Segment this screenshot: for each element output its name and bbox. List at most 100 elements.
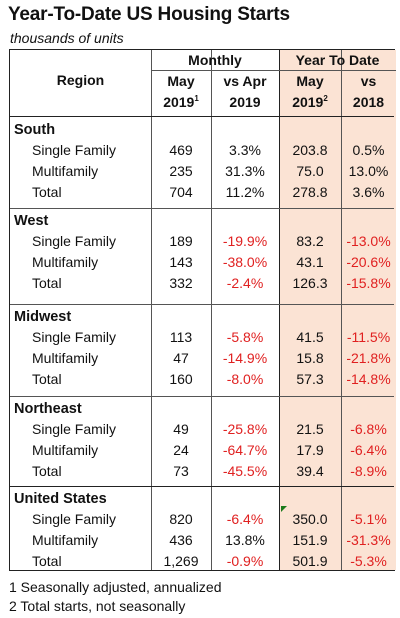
header-vs-apr: vs Apr — [223, 73, 267, 89]
section-divider — [10, 396, 394, 397]
cell-vs-2018: -13.0% — [346, 233, 391, 249]
row-label: Single Family — [32, 329, 117, 345]
header-ytd-may: May — [296, 73, 324, 89]
row-label: Single Family — [32, 233, 117, 249]
cell-may: 235 — [169, 163, 193, 179]
cell-may: 113 — [169, 329, 193, 345]
section-divider — [10, 208, 394, 209]
cell-vs-apr: -25.8% — [222, 421, 268, 437]
cell-vs-apr: -0.9% — [226, 553, 264, 569]
cell-may: 820 — [169, 511, 193, 527]
row-label: Single Family — [32, 511, 117, 527]
page-subtitle: thousands of units — [10, 30, 124, 46]
cell-vs-2018: 13.0% — [348, 163, 389, 179]
header-may-2019: May — [167, 73, 195, 89]
grid-vline — [151, 50, 152, 570]
cell-may: 49 — [173, 421, 189, 437]
row-label: Total — [32, 371, 62, 387]
ytd-shaded-columns — [279, 50, 396, 570]
row-label: Multifamily — [32, 350, 99, 366]
row-label: Single Family — [32, 421, 117, 437]
section-heading: West — [14, 213, 49, 229]
row-label: Total — [32, 553, 62, 569]
cell-vs-2018: -21.8% — [346, 350, 391, 366]
cell-vs-2018: -14.8% — [346, 371, 391, 387]
cell-may: 189 — [169, 233, 193, 249]
header-divider — [10, 116, 394, 117]
header-subdivider — [151, 70, 396, 71]
cell-ytd: 15.8 — [296, 350, 324, 366]
cell-vs-apr: -45.5% — [222, 463, 268, 479]
cell-vs-2018: -11.5% — [346, 329, 391, 345]
header-vs-2018-year: 2018 — [352, 94, 385, 110]
cell-vs-apr: -19.9% — [222, 233, 268, 249]
cell-vs-apr: 3.3% — [229, 142, 261, 158]
cell-may: 436 — [169, 532, 193, 548]
cell-may: 47 — [173, 350, 189, 366]
header-vs-2018: vs — [360, 73, 377, 89]
cell-vs-apr: -38.0% — [222, 254, 268, 270]
grid-vline — [341, 50, 342, 570]
cell-ytd: 39.4 — [296, 463, 324, 479]
row-label: Total — [32, 184, 62, 200]
row-label: Multifamily — [32, 163, 99, 179]
cell-vs-2018: -8.9% — [350, 463, 387, 479]
section-divider — [10, 486, 394, 487]
row-label: Multifamily — [32, 442, 99, 458]
row-label: Total — [32, 275, 62, 291]
header-vs-apr-year: 2019 — [229, 94, 261, 110]
cell-ytd: 278.8 — [292, 184, 328, 200]
cell-vs-apr: 11.2% — [225, 184, 265, 200]
cell-vs-2018: -6.4% — [350, 442, 387, 458]
header-monthly: Monthly — [188, 52, 242, 68]
cell-ytd: 17.9 — [296, 442, 324, 458]
cell-vs-2018: -15.8% — [346, 275, 391, 291]
cell-ytd: 350.0 — [292, 511, 328, 527]
row-label: Multifamily — [32, 254, 99, 270]
cell-vs-2018: -31.3% — [346, 532, 391, 548]
cell-vs-apr: -14.9% — [222, 350, 268, 366]
header-may-2019-year: 20191 — [163, 94, 199, 110]
cell-vs-apr: -6.4% — [226, 511, 264, 527]
section-divider — [10, 304, 394, 305]
cell-may: 704 — [169, 184, 193, 200]
cell-ytd: 126.3 — [292, 275, 328, 291]
cell-may: 143 — [169, 254, 193, 270]
cell-vs-apr: -2.4% — [226, 275, 264, 291]
cell-vs-2018: -5.1% — [350, 511, 387, 527]
cell-ytd: 501.9 — [292, 553, 328, 569]
cell-vs-apr: 13.8% — [225, 532, 265, 548]
grid-vline — [211, 50, 212, 570]
cell-ytd: 83.2 — [296, 233, 324, 249]
cell-vs-2018: 3.6% — [352, 184, 385, 200]
row-label: Total — [32, 463, 62, 479]
housing-starts-table: Region Monthly Year To Date May 20191 vs… — [9, 49, 396, 571]
cell-ytd: 21.5 — [296, 421, 324, 437]
cell-ytd: 203.8 — [292, 142, 328, 158]
footnote-1: 1 Seasonally adjusted, annualized — [9, 579, 222, 595]
cell-may: 73 — [173, 463, 189, 479]
cell-may: 332 — [169, 275, 193, 291]
cell-vs-2018: 0.5% — [352, 142, 385, 158]
section-heading: Midwest — [14, 309, 72, 325]
section-heading: Northeast — [14, 401, 82, 417]
cell-vs-apr: 31.3% — [225, 163, 265, 179]
section-heading: United States — [14, 491, 107, 507]
cell-vs-2018: -20.6% — [346, 254, 391, 270]
cell-may: 160 — [169, 371, 193, 387]
cell-may: 469 — [169, 142, 193, 158]
cell-ytd: 57.3 — [296, 371, 324, 387]
footnote-2: 2 Total starts, not seasonally — [9, 598, 186, 614]
cell-vs-apr: -8.0% — [226, 371, 264, 387]
cell-vs-2018: -5.3% — [350, 553, 387, 569]
cell-ytd: 41.5 — [296, 329, 324, 345]
grid-vline — [279, 50, 280, 570]
header-ytd: Year To Date — [295, 52, 380, 68]
cell-ytd: 75.0 — [296, 163, 324, 179]
cell-ytd: 43.1 — [296, 254, 324, 270]
section-heading: South — [14, 122, 56, 138]
page-title: Year-To-Date US Housing Starts — [8, 4, 290, 25]
row-label: Multifamily — [32, 532, 99, 548]
cell-vs-2018: -6.8% — [350, 421, 387, 437]
comment-marker-icon — [281, 506, 287, 512]
